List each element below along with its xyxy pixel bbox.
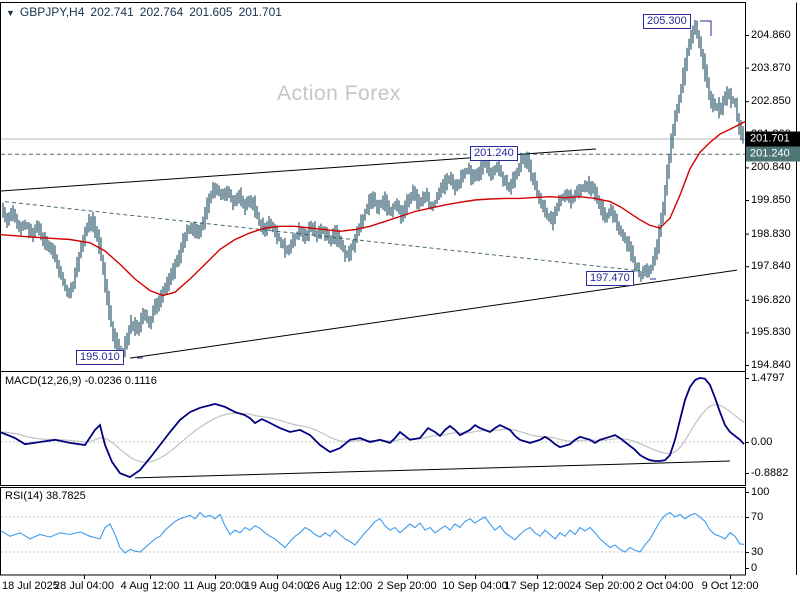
price-axis-label: 200.840: [751, 161, 791, 174]
ohlc-header: ▼ GBPJPY,H4 202.741 202.764 201.605 201.701: [6, 5, 282, 19]
macd-axis-label: 1.4797: [751, 372, 785, 384]
time-axis-label: 2 Sep 20:00: [377, 580, 437, 592]
close-value: 201.701: [238, 5, 282, 19]
price-axis-label: 195.830: [751, 326, 791, 339]
macd-values: -0.0236 0.1116: [84, 375, 157, 387]
price-annotation-box[interactable]: 195.010: [76, 350, 124, 365]
time-axis-label: 11 Aug 20:00: [182, 580, 248, 592]
collapse-triangle-icon: ▼: [6, 8, 15, 18]
price-axis-label: 194.840: [751, 358, 791, 371]
rsi-name: RSI(14): [5, 490, 43, 502]
rsi-axis-label: 0: [751, 562, 758, 574]
price-axis-label: 203.870: [751, 61, 791, 74]
price-marker-box: 201.240: [746, 146, 800, 162]
macd-name: MACD(12,26,9): [5, 375, 82, 387]
symbol-timeframe: GBPJPY,H4: [19, 5, 85, 19]
macd-axis-label: 0.00: [751, 436, 773, 448]
rsi-axis-label: 100: [751, 486, 770, 498]
macd-label: MACD(12,26,9) -0.0236 0.1116: [5, 375, 157, 387]
time-axis-label: 9 Oct 12:00: [701, 580, 759, 592]
time-axis-label: 28 Jul 04:00: [54, 580, 114, 592]
rsi-axis-label: 30: [751, 546, 764, 558]
price-axis-label: 202.850: [751, 95, 791, 108]
open-value: 202.741: [90, 5, 134, 19]
watermark: Action Forex: [277, 82, 401, 105]
low-value: 201.605: [189, 5, 233, 19]
time-axis-label: 4 Aug 12:00: [120, 580, 180, 592]
price-axis-label: 199.850: [751, 193, 791, 206]
price-annotation-box[interactable]: 205.300: [643, 14, 691, 29]
macd-axis-label: -0.8882: [751, 467, 789, 479]
price-annotation-box[interactable]: 197.470: [586, 271, 634, 286]
price-axis-label: 197.840: [751, 260, 791, 273]
time-axis-label: 24 Sep 20:00: [569, 580, 635, 592]
time-axis-label: 10 Sep 04:00: [442, 580, 508, 592]
rsi-label: RSI(14) 38.7825: [5, 490, 86, 502]
time-axis-label: 26 Aug 12:00: [307, 580, 373, 592]
price-marker-box: 201.701: [746, 131, 800, 147]
rsi-value: 38.7825: [45, 490, 86, 502]
price-axis-label: 198.830: [751, 227, 791, 240]
price-annotation-box[interactable]: 201.240: [470, 146, 518, 161]
time-axis-label: 2 Oct 04:00: [636, 580, 694, 592]
price-axis-label: 196.820: [751, 293, 791, 306]
high-value: 202.764: [139, 5, 184, 19]
time-axis-label: 19 Aug 04:00: [244, 580, 310, 592]
time-axis-label: 18 Jul 2025: [2, 580, 59, 592]
time-axis-label: 17 Sep 12:00: [504, 580, 570, 592]
price-axis-label: 204.860: [751, 29, 791, 41]
rsi-axis-label: 70: [751, 511, 764, 523]
